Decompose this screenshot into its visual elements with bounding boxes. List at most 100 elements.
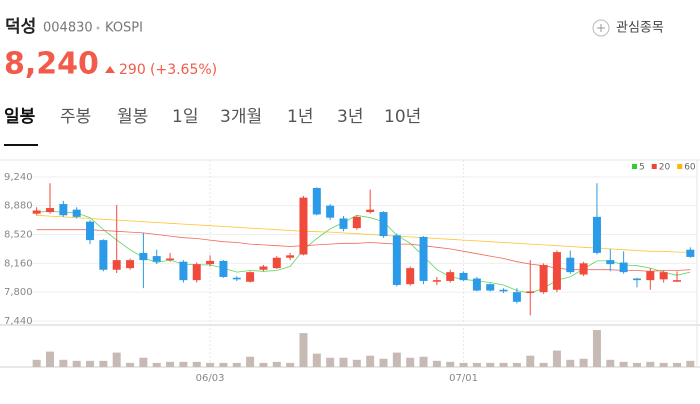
- period-tab[interactable]: 주봉: [60, 107, 91, 127]
- price-change-pct: (+3.65%): [150, 62, 217, 78]
- period-tab[interactable]: 월봉: [117, 107, 148, 127]
- volume-bar: [312, 353, 321, 367]
- volume-bar: [512, 362, 521, 367]
- volume-bar: [392, 352, 401, 367]
- volume-bar: [72, 360, 81, 367]
- volume-bar: [166, 361, 175, 367]
- candle-body: [99, 240, 108, 270]
- x-tick-label: 06/03: [196, 373, 225, 384]
- market: KOSPI: [105, 21, 143, 36]
- candle-body: [379, 212, 388, 237]
- volume-bar: [619, 361, 628, 367]
- y-tick-label: 7,800: [4, 287, 33, 298]
- volume-bar: [379, 358, 388, 367]
- candle-body: [459, 272, 468, 281]
- candle-body: [219, 260, 228, 277]
- period-tab[interactable]: 3개월: [220, 107, 262, 127]
- candle-body: [592, 216, 601, 253]
- y-tick-label: 8,520: [4, 229, 33, 240]
- volume-bar: [419, 356, 428, 367]
- volume-bar: [659, 362, 668, 367]
- y-tick-label: 7,440: [4, 316, 33, 327]
- y-tick-label: 8,880: [4, 201, 33, 212]
- volume-bar: [472, 362, 481, 367]
- candle-body: [432, 280, 441, 282]
- volume-bar: [99, 360, 108, 367]
- candle-body: [472, 278, 481, 291]
- separator-dot: [96, 26, 100, 30]
- candle-body: [326, 205, 335, 218]
- legend-swatch: [651, 164, 657, 169]
- volume-bar: [526, 355, 535, 367]
- period-tab[interactable]: 10년: [384, 107, 421, 127]
- candle-body: [286, 255, 295, 258]
- price-change: 290: [119, 62, 146, 78]
- up-arrow: [105, 66, 115, 73]
- candle-body: [152, 256, 161, 262]
- volume-bar: [126, 362, 135, 367]
- candle-body: [552, 252, 561, 290]
- period-tab[interactable]: 3년: [337, 107, 363, 127]
- volume-bar: [366, 355, 375, 367]
- candle-body: [486, 284, 495, 291]
- period-tab[interactable]: 일봉: [4, 107, 36, 127]
- volume-bar: [566, 359, 575, 367]
- period-tab[interactable]: 1일: [172, 107, 198, 127]
- candle-body: [312, 188, 321, 215]
- candle-body: [352, 216, 361, 229]
- y-tick-label: 9,240: [4, 172, 33, 183]
- volume-bar: [432, 360, 441, 367]
- watch-plus: [597, 24, 605, 32]
- volume-bar: [459, 362, 468, 367]
- volume-bar: [152, 362, 161, 367]
- period-tabs: 일봉 주봉 월봉 1일 3개월 1년 3년 10년: [4, 107, 421, 127]
- watch-button[interactable]: 관심종목: [592, 19, 664, 37]
- candle-body: [192, 264, 201, 281]
- candle-body: [339, 218, 348, 229]
- candle-body: [46, 208, 55, 213]
- candle-body: [299, 197, 308, 255]
- volume-bar: [539, 362, 548, 367]
- volume-bar: [326, 357, 335, 367]
- volume-bar: [59, 359, 68, 367]
- volume-bar: [32, 359, 41, 367]
- candle-body: [72, 209, 81, 217]
- candle-body: [139, 252, 148, 261]
- candle-body: [632, 278, 641, 281]
- candle-body: [166, 258, 175, 261]
- candle-body: [606, 260, 615, 265]
- candle-body: [406, 268, 415, 285]
- current-price: 8,240: [4, 47, 99, 82]
- candle-body: [686, 249, 695, 257]
- candle-body: [526, 291, 535, 293]
- candle-body: [446, 272, 455, 281]
- candle-body: [112, 260, 121, 270]
- legend-label: 5: [639, 163, 645, 173]
- volume-bar: [499, 362, 508, 367]
- volume-bar: [46, 351, 55, 367]
- candle-body: [86, 221, 95, 241]
- stock-name: 덕성: [5, 17, 36, 37]
- moving-average: [36, 214, 691, 253]
- period-tab[interactable]: 1년: [287, 107, 313, 127]
- watch-label: 관심종목: [616, 21, 664, 36]
- candle-body: [419, 236, 428, 281]
- volume-bar: [272, 361, 281, 367]
- volume-bar: [352, 359, 361, 367]
- volume-bar: [406, 357, 415, 367]
- candle-body: [566, 257, 575, 273]
- volume-bar: [139, 357, 148, 367]
- candle-body: [206, 260, 215, 265]
- candle-body: [59, 204, 68, 216]
- candle-body: [392, 235, 401, 285]
- candle-body: [646, 271, 655, 281]
- volume-bar: [192, 361, 201, 367]
- legend-label: 20: [659, 163, 671, 173]
- moving-average: [36, 229, 691, 272]
- candle-body: [579, 263, 588, 275]
- candle-body: [126, 260, 135, 269]
- candle-body: [672, 280, 681, 282]
- volume-bar: [179, 361, 188, 367]
